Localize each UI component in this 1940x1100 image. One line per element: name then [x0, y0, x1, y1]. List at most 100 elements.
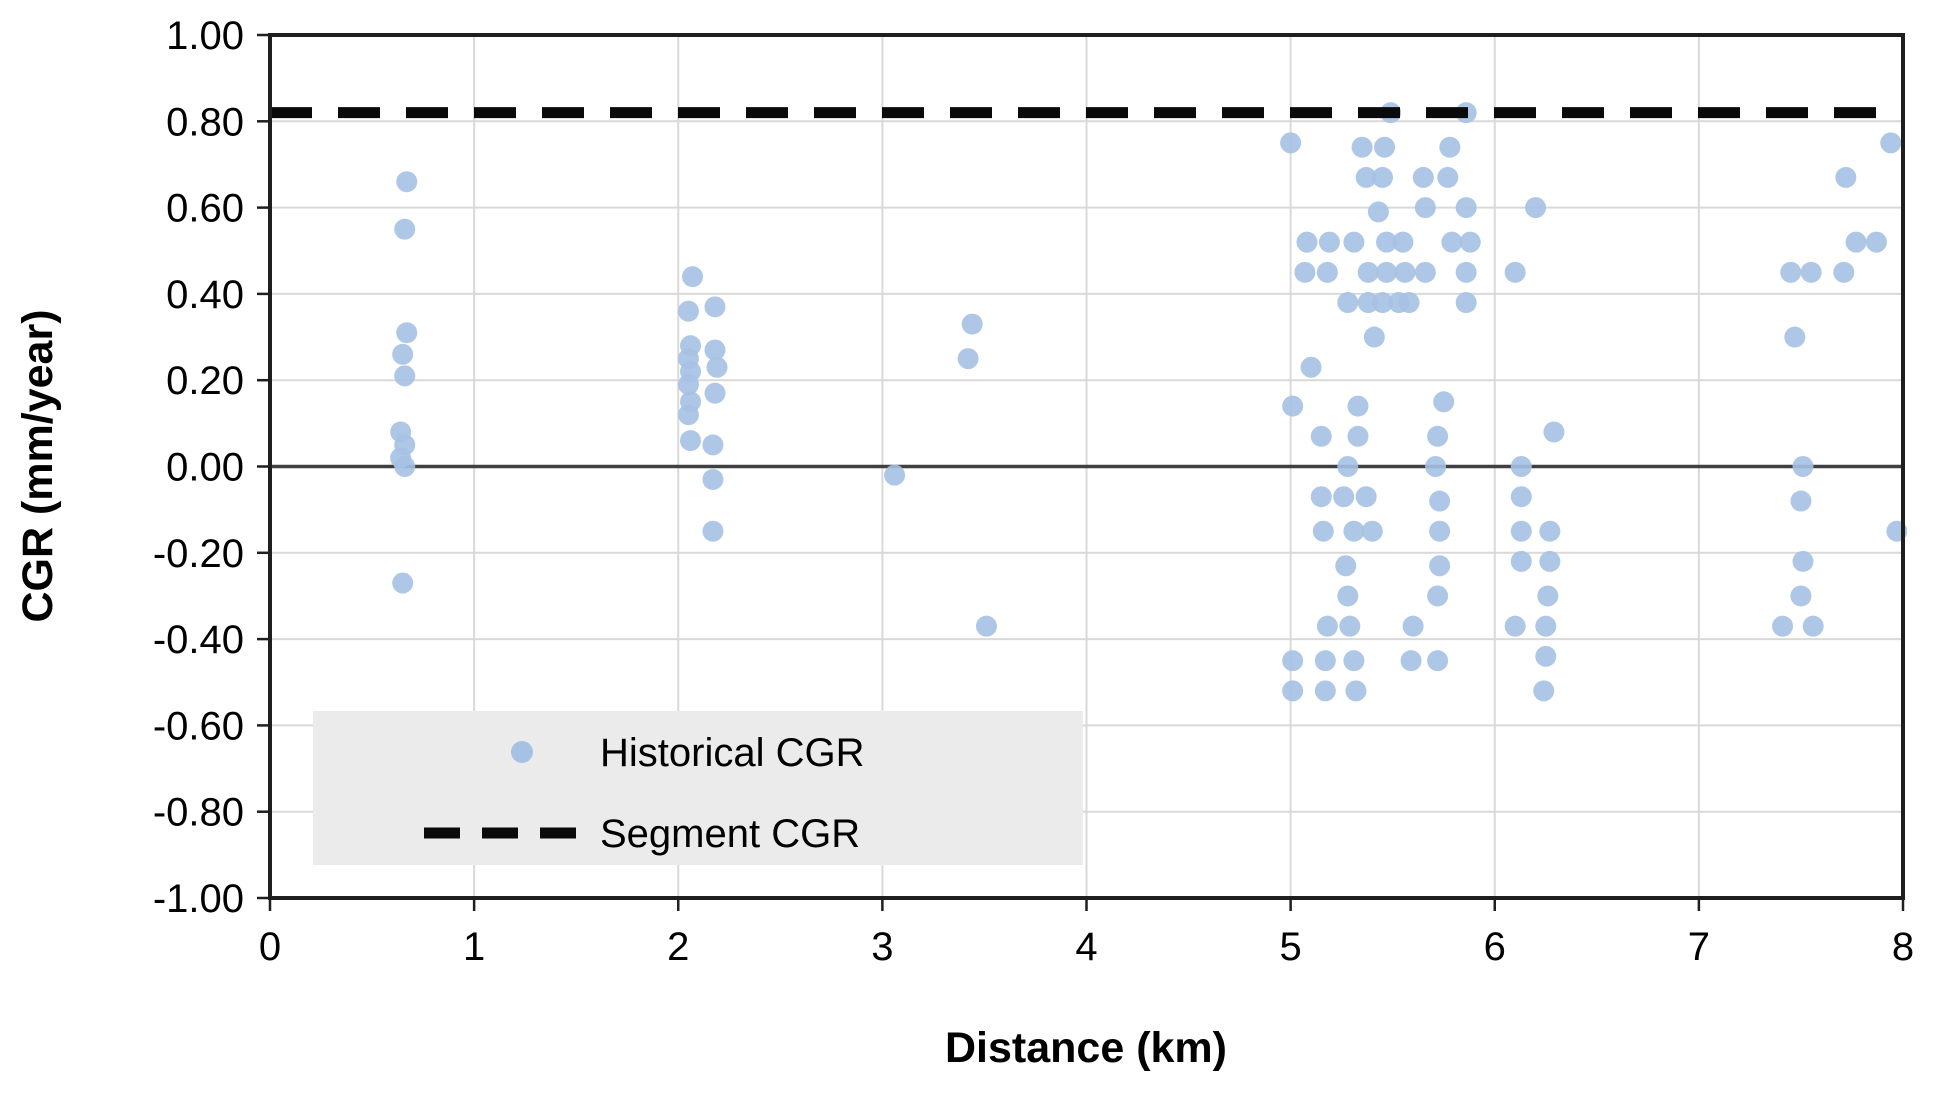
data-point: [1535, 615, 1557, 637]
data-point: [1455, 292, 1477, 314]
data-point: [677, 300, 699, 322]
data-point: [1343, 650, 1365, 672]
data-point: [702, 468, 724, 490]
y-tick-label: -0.80: [153, 791, 244, 835]
data-point: [702, 520, 724, 542]
data-point: [392, 343, 414, 365]
data-point: [1441, 231, 1463, 253]
data-point: [1300, 356, 1322, 378]
data-point: [392, 572, 414, 594]
data-point: [1355, 166, 1377, 188]
data-point: [1535, 645, 1557, 667]
data-point: [704, 339, 726, 361]
data-point: [1790, 585, 1812, 607]
data-point: [1429, 555, 1451, 577]
data-point: [1539, 550, 1561, 572]
data-point: [1802, 615, 1824, 637]
y-tick-label: -0.60: [153, 704, 244, 748]
data-point: [1427, 425, 1449, 447]
data-point: [1433, 391, 1455, 413]
y-tick-label: 0.40: [166, 273, 244, 317]
x-tick-label: 3: [871, 925, 893, 969]
data-point: [394, 365, 416, 387]
data-point: [706, 356, 728, 378]
legend-label-segment-cgr: Segment CGR: [600, 812, 860, 856]
data-point: [394, 218, 416, 240]
data-point: [1504, 261, 1526, 283]
data-point: [1376, 231, 1398, 253]
data-point: [1337, 585, 1359, 607]
data-point: [1371, 292, 1393, 314]
data-point: [1398, 292, 1420, 314]
data-point: [679, 430, 701, 452]
data-point: [1510, 456, 1532, 477]
data-point: [1772, 615, 1794, 637]
plot-border: [268, 33, 1905, 900]
data-point: [1343, 231, 1365, 253]
data-point: [1510, 486, 1532, 508]
data-point: [1345, 680, 1367, 702]
data-point: [1833, 261, 1855, 283]
data-point: [1412, 166, 1434, 188]
data-point: [677, 374, 699, 396]
legend-marker-historical-cgr-icon: [511, 741, 533, 763]
legend-label-historical-cgr: Historical CGR: [600, 731, 864, 775]
data-point: [1371, 166, 1393, 188]
data-point: [1316, 261, 1338, 283]
data-point: [1337, 456, 1359, 477]
data-point: [1835, 166, 1857, 188]
scatter-points: [390, 102, 1907, 702]
y-tick-label: 0.00: [166, 446, 244, 490]
data-point: [1400, 650, 1422, 672]
data-point: [1525, 197, 1547, 219]
data-point: [1425, 456, 1447, 477]
data-point: [1459, 231, 1481, 253]
data-point: [1347, 425, 1369, 447]
data-point: [394, 456, 416, 477]
x-axis-title: Distance (km): [945, 1024, 1227, 1072]
data-point: [704, 296, 726, 318]
data-point: [1537, 585, 1559, 607]
data-point: [1784, 326, 1806, 348]
data-point: [1351, 136, 1373, 158]
data-point: [1337, 292, 1359, 314]
y-tick-label: 0.20: [166, 359, 244, 403]
data-point: [1314, 650, 1336, 672]
data-point: [1310, 425, 1332, 447]
data-point: [1845, 231, 1867, 253]
data-point: [1335, 555, 1357, 577]
y-tick-label: -0.20: [153, 532, 244, 576]
data-point: [1392, 231, 1414, 253]
gridlines: [270, 35, 1903, 898]
data-point: [1367, 201, 1389, 223]
y-tick-label: 0.60: [166, 187, 244, 231]
x-tick-label: 1: [463, 925, 485, 969]
data-point: [1355, 486, 1377, 508]
data-point: [1880, 132, 1902, 154]
data-point: [1792, 550, 1814, 572]
legend-box: [313, 711, 1083, 865]
data-point: [1312, 520, 1334, 542]
data-point: [1357, 261, 1379, 283]
data-point: [1780, 261, 1802, 283]
data-point: [957, 348, 979, 370]
y-tick-label: 0.80: [166, 100, 244, 144]
data-point: [704, 382, 726, 404]
y-tick-label: -0.40: [153, 618, 244, 662]
data-point: [884, 464, 906, 486]
data-point: [1543, 421, 1565, 443]
data-point: [1429, 520, 1451, 542]
data-point: [1333, 486, 1355, 508]
data-point: [1455, 261, 1477, 283]
data-point: [1429, 490, 1451, 512]
data-point: [682, 266, 704, 288]
y-axis-title: CGR (mm/year): [14, 309, 62, 622]
data-point: [677, 404, 699, 426]
x-tick-label: 2: [667, 925, 689, 969]
data-point: [1800, 261, 1822, 283]
data-point: [1316, 615, 1338, 637]
data-point: [1314, 680, 1336, 702]
data-point: [1310, 486, 1332, 508]
